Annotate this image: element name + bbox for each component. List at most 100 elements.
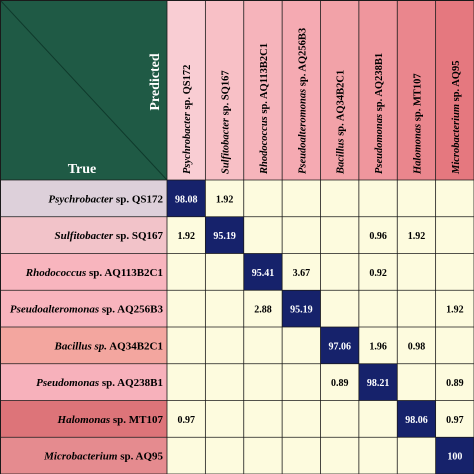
matrix-cell xyxy=(205,400,244,438)
matrix-cell xyxy=(397,290,436,327)
row-header-cell xyxy=(0,180,167,217)
col-axis-label: Predicted xyxy=(148,53,163,110)
matrix-cell xyxy=(282,363,321,401)
matrix-cell xyxy=(435,400,474,438)
cell-value: 0.97 xyxy=(446,415,464,426)
matrix-cell xyxy=(282,253,321,291)
col-header-cell xyxy=(358,0,398,180)
row-header-label: Pseudoalteromonas sp. AQ256B3 xyxy=(10,304,164,316)
cell-value: 0.89 xyxy=(446,378,464,389)
matrix-cell xyxy=(435,363,474,401)
row-header-cell xyxy=(0,400,167,438)
cell-value: 0.92 xyxy=(369,268,387,279)
matrix-cell xyxy=(397,437,436,474)
row-header-label: Rhodococcus sp. AQ113B2C1 xyxy=(25,267,163,279)
cell-value: 2.88 xyxy=(254,305,272,316)
diagonal-cell xyxy=(243,253,283,291)
matrix-cell xyxy=(435,216,474,254)
col-header-label: Pseudomonas sp. AQ238B1 xyxy=(374,53,385,174)
matrix-cell xyxy=(205,327,244,364)
matrix-cell xyxy=(435,327,474,364)
matrix-cell xyxy=(358,437,398,474)
col-header-label: Sulfitobacter sp. SQ167 xyxy=(221,70,232,174)
diagonal-cell xyxy=(205,216,244,254)
matrix-cell xyxy=(282,437,321,474)
row-header-label: Psychrobacter sp. QS172 xyxy=(48,193,163,205)
col-header-cell xyxy=(167,0,206,180)
matrix-cell xyxy=(397,253,436,291)
matrix-cell xyxy=(397,216,436,254)
col-header-label: Pseudoalteromonas sp. AQ256B3 xyxy=(297,28,308,174)
matrix-cell xyxy=(167,253,206,291)
matrix-cell xyxy=(358,216,398,254)
matrix-cell xyxy=(205,253,244,291)
col-header-label: Rhodococcus sp. AQ113B2C1 xyxy=(259,43,270,175)
matrix-cell xyxy=(243,327,283,364)
cell-value: 0.97 xyxy=(177,415,195,426)
cell-value: 1.96 xyxy=(369,341,387,352)
cell-value: 98.06 xyxy=(405,415,428,426)
row-header-label: Sulfitobacter sp. SQ167 xyxy=(55,230,164,242)
matrix-cell xyxy=(358,400,398,438)
cell-value: 1.92 xyxy=(446,305,464,316)
cell-value: 1.92 xyxy=(216,194,234,205)
matrix-cell xyxy=(320,363,359,401)
matrix-cell xyxy=(320,437,359,474)
matrix-cell xyxy=(397,327,436,364)
matrix-cell xyxy=(243,437,283,474)
matrix-cell xyxy=(205,363,244,401)
matrix-cell xyxy=(435,253,474,291)
row-header-label: Pseudomonas sp. AQ238B1 xyxy=(36,377,163,389)
col-header-label: Psychrobacter sp. QS172 xyxy=(182,65,193,174)
diagonal-cell xyxy=(167,180,206,217)
col-header-cell xyxy=(205,0,244,180)
row-header-label: Microbacterium sp. AQ95 xyxy=(43,451,163,463)
cell-value: 1.92 xyxy=(408,231,426,242)
matrix-cell xyxy=(435,180,474,217)
col-header-label: Halomonas sp. MT107 xyxy=(412,73,423,175)
row-header-cell xyxy=(0,363,167,401)
matrix-cell xyxy=(167,363,206,401)
row-axis-label: True xyxy=(68,162,97,177)
cell-value: 0.89 xyxy=(331,378,349,389)
row-header-cell xyxy=(0,437,167,474)
matrix-cell xyxy=(243,400,283,438)
cell-value: 100 xyxy=(447,452,462,463)
cell-value: 95.41 xyxy=(252,268,275,279)
matrix-cell xyxy=(320,290,359,327)
matrix-cell xyxy=(243,216,283,254)
cell-value: 1.92 xyxy=(177,231,195,242)
row-header-cell xyxy=(0,253,167,291)
cell-value: 0.98 xyxy=(408,341,426,352)
matrix-cell xyxy=(358,290,398,327)
row-header-label: Halomonas sp. MT107 xyxy=(57,414,164,426)
matrix-cell xyxy=(167,400,206,438)
diagonal-cell xyxy=(320,327,359,364)
matrix-cell xyxy=(320,400,359,438)
row-header-cell xyxy=(0,290,167,327)
cell-value: 0.96 xyxy=(369,231,387,242)
col-header-cell xyxy=(243,0,283,180)
row-header-label: Bacillus sp. AQ34B2C1 xyxy=(53,340,163,352)
diagonal-cell xyxy=(358,363,398,401)
row-header-cell xyxy=(0,216,167,254)
matrix-cell xyxy=(167,437,206,474)
matrix-cell xyxy=(358,253,398,291)
matrix-cell xyxy=(205,437,244,474)
matrix-cell xyxy=(243,180,283,217)
cell-value: 97.06 xyxy=(328,341,351,352)
diagonal-cell xyxy=(397,400,436,438)
matrix-cell xyxy=(358,180,398,217)
col-header-cell xyxy=(320,0,359,180)
diagonal-cell xyxy=(435,437,474,474)
cell-value: 98.21 xyxy=(367,378,390,389)
matrix-cell xyxy=(397,180,436,217)
matrix-cell xyxy=(320,180,359,217)
matrix-cell xyxy=(205,180,244,217)
matrix-cell xyxy=(205,290,244,327)
col-header-label: Bacillus sp. AQ34B2C1 xyxy=(336,70,347,175)
matrix-cell xyxy=(282,216,321,254)
col-header-label: Microbacterium sp. AQ95 xyxy=(451,61,462,175)
matrix-cell xyxy=(243,290,283,327)
